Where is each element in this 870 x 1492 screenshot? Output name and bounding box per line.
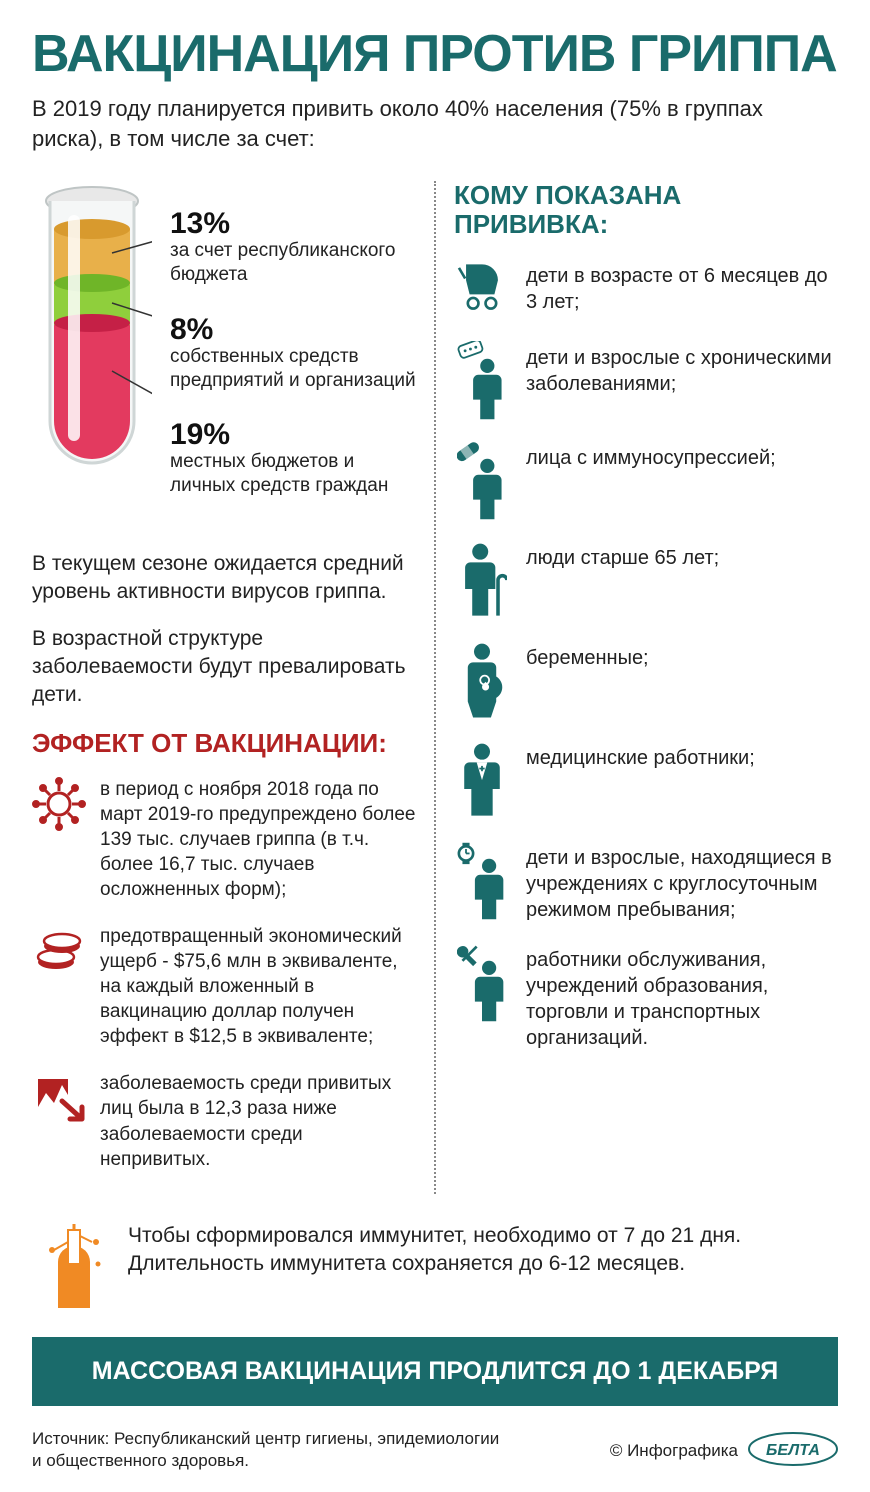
right-column: КОМУ ПОКАЗАНА ПРИВИВКА: дети в возрасте … <box>434 181 838 1193</box>
bandage-person-icon <box>454 441 510 521</box>
coins-icon <box>32 924 86 1049</box>
pregnant-icon <box>454 641 510 721</box>
effect-item: заболеваемость среди привитых лиц была в… <box>32 1071 416 1171</box>
paragraph: В возрастной структуре заболеваемости бу… <box>32 625 416 710</box>
svg-text:БЕЛТА: БЕЛТА <box>766 1442 820 1459</box>
belta-logo-icon: БЕЛТА <box>748 1431 838 1472</box>
effect-text: заболеваемость среди привитых лиц была в… <box>100 1071 416 1171</box>
who-item: работники обслуживания, учреждений образ… <box>454 943 838 1051</box>
deadline-banner: МАССОВАЯ ВАКЦИНАЦИЯ ПРОДЛИТСЯ ДО 1 ДЕКАБ… <box>32 1337 838 1406</box>
immunity-note: Чтобы сформировался иммунитет, необходим… <box>32 1222 838 1315</box>
tube-percent: 19% <box>170 420 416 450</box>
hand-syringe-icon <box>38 1222 110 1315</box>
test-tube-icon <box>32 181 152 526</box>
effect-item: в период с ноября 2018 года по март 2019… <box>32 777 416 902</box>
who-text: дети и взрослые с хроническими заболеван… <box>526 341 838 397</box>
who-item: дети в возрасте от 6 месяцев до 3 лет; <box>454 259 838 321</box>
footer: Источник: Республиканский центр гигиены,… <box>32 1428 838 1472</box>
watch-person-icon <box>454 841 510 921</box>
tube-text: за счет республиканского бюджета <box>170 239 416 287</box>
arrow-down-icon <box>32 1071 86 1171</box>
who-item: дети и взрослые, находящиеся в учреждени… <box>454 841 838 923</box>
person-cane-icon <box>454 541 510 621</box>
tube-item: 13% за счет республиканского бюджета <box>170 209 416 287</box>
subtitle: В 2019 году планируется привить около 40… <box>32 94 838 153</box>
credit-block: © Инфографика БЕЛТА <box>610 1431 838 1472</box>
tube-item: 19% местных бюджетов и личных средств гр… <box>170 420 416 498</box>
who-text: медицинские работники; <box>526 741 755 771</box>
pills-person-icon <box>454 341 510 421</box>
infographic-root: ВАКЦИНАЦИЯ ПРОТИВ ГРИППА В 2019 году пла… <box>0 0 870 1492</box>
tube-percent: 13% <box>170 209 416 239</box>
left-column: 13% за счет республиканского бюджета 8% … <box>32 181 434 1193</box>
immunity-text: Чтобы сформировался иммунитет, необходим… <box>128 1222 832 1315</box>
effect-text: в период с ноября 2018 года по март 2019… <box>100 777 416 902</box>
tube-item: 8% собственных средств предприятий и орг… <box>170 315 416 393</box>
tube-text: местных бюджетов и личных средств гражда… <box>170 450 416 498</box>
doctor-icon <box>454 741 510 821</box>
tools-person-icon <box>454 943 510 1023</box>
test-tube-block: 13% за счет республиканского бюджета 8% … <box>32 181 416 526</box>
tube-labels: 13% за счет республиканского бюджета 8% … <box>170 181 416 526</box>
who-text: люди старше 65 лет; <box>526 541 719 571</box>
who-item: люди старше 65 лет; <box>454 541 838 621</box>
source-text: Источник: Республиканский центр гигиены,… <box>32 1428 512 1472</box>
stroller-icon <box>454 259 510 321</box>
effect-title: ЭФФЕКТ ОТ ВАКЦИНАЦИИ: <box>32 728 416 759</box>
who-item: дети и взрослые с хроническими заболеван… <box>454 341 838 421</box>
tube-text: собственных средств предприятий и органи… <box>170 345 416 393</box>
who-text: работники обслуживания, учреждений образ… <box>526 943 838 1051</box>
who-text: лица с иммуносупрессией; <box>526 441 776 471</box>
effect-text: предотвращенный экономический ущерб - $7… <box>100 924 416 1049</box>
who-item: лица с иммуносупрессией; <box>454 441 838 521</box>
who-text: дети в возрасте от 6 месяцев до 3 лет; <box>526 259 838 315</box>
virus-icon <box>32 777 86 902</box>
who-item: медицинские работники; <box>454 741 838 821</box>
main-title: ВАКЦИНАЦИЯ ПРОТИВ ГРИППА <box>32 28 838 80</box>
tube-percent: 8% <box>170 315 416 345</box>
credit-text: © Инфографика <box>610 1441 738 1461</box>
paragraph: В текущем сезоне ожидается средний урове… <box>32 550 416 607</box>
who-title: КОМУ ПОКАЗАНА ПРИВИВКА: <box>454 181 838 238</box>
effect-item: предотвращенный экономический ущерб - $7… <box>32 924 416 1049</box>
who-item: беременные; <box>454 641 838 721</box>
who-text: дети и взрослые, находящиеся в учреждени… <box>526 841 838 923</box>
two-column-layout: 13% за счет республиканского бюджета 8% … <box>32 181 838 1193</box>
who-text: беременные; <box>526 641 649 671</box>
